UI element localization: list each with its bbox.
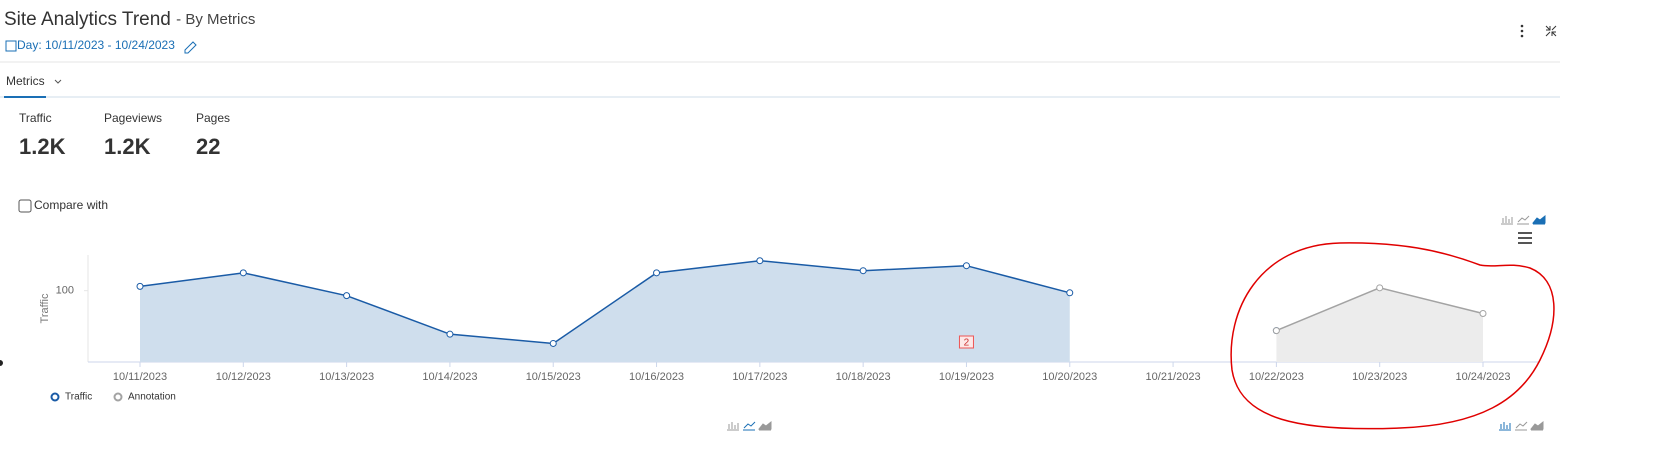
menu-icon[interactable] (1520, 24, 1524, 38)
cursor-dot (0, 360, 3, 366)
edit-icon[interactable] (184, 41, 197, 54)
export-menu[interactable] (1518, 232, 1532, 244)
legend-marker (113, 392, 123, 402)
tab[interactable]: Metrics (6, 74, 45, 88)
area-fill (1276, 287, 1483, 362)
data-point (549, 339, 557, 347)
legend-label[interactable]: Traffic (65, 392, 92, 403)
x-tick-label: 10/19/2023 (939, 371, 994, 383)
metric-value: 1.2K (19, 134, 66, 159)
x-tick-label: 10/15/2023 (526, 371, 581, 383)
x-tick-label: 10/13/2023 (319, 371, 374, 383)
x-tick-label: 10/18/2023 (836, 371, 891, 383)
data-point (756, 257, 764, 265)
annotation-box (958, 335, 974, 349)
data-point (1272, 327, 1280, 335)
data-point (343, 292, 351, 300)
x-tick-label: 10/17/2023 (732, 371, 787, 383)
checkbox[interactable] (18, 199, 32, 213)
annotation-label: 2 (964, 338, 970, 349)
title: Site Analytics Trend (4, 9, 171, 30)
legend-label[interactable]: Annotation (128, 392, 176, 403)
subtitle: - By Metrics (176, 11, 255, 28)
metric-label: Pages (196, 111, 230, 125)
data-point (446, 330, 454, 338)
legend-marker (50, 392, 60, 402)
x-tick-label: 10/21/2023 (1146, 371, 1201, 383)
tab-dropdown[interactable] (54, 79, 62, 84)
metric-label: Pageviews (104, 111, 162, 125)
data-point (962, 262, 970, 270)
metric-value: 1.2K (104, 134, 151, 159)
x-tick-label: 10/12/2023 (216, 371, 271, 383)
y-tick-label: 100 (56, 285, 74, 297)
collapse-icon[interactable] (1545, 25, 1557, 37)
area-fill (140, 260, 1070, 362)
data-point (136, 282, 144, 290)
data-point (653, 269, 661, 277)
data-point (1066, 289, 1074, 297)
x-tick-label: 10/16/2023 (629, 371, 684, 383)
data-point (1376, 284, 1384, 292)
metric-label: Traffic (19, 111, 52, 125)
data-point (859, 267, 867, 275)
chart: Traffic 100 10/11/2023 10/12/2023 10/13/2023… (39, 255, 1540, 403)
chart-type-icons-bottom[interactable] (727, 420, 1544, 431)
x-tick-label: 10/23/2023 (1352, 371, 1407, 383)
data-point (1479, 309, 1487, 317)
y-axis-label: Traffic (39, 293, 51, 323)
x-tick-label: 10/22/2023 (1249, 371, 1304, 383)
x-tick-label: 10/20/2023 (1042, 371, 1097, 383)
metric-value: 22 (196, 134, 220, 159)
highlight-circle (1230, 242, 1555, 430)
x-tick-label: 10/24/2023 (1455, 371, 1510, 383)
checkbox-label[interactable]: Compare with (34, 198, 108, 212)
x-tick-label: 10/14/2023 (422, 371, 477, 383)
data-point (239, 269, 247, 277)
date-range[interactable]: Day: 10/11/2023 - 10/24/2023 (17, 38, 175, 52)
chart-type-icons[interactable] (1501, 214, 1546, 225)
calendar-icon (5, 40, 17, 52)
panel-title: Site Analytics Trend - By Metrics (4, 9, 255, 30)
x-tick-label: 10/11/2023 (113, 371, 167, 383)
